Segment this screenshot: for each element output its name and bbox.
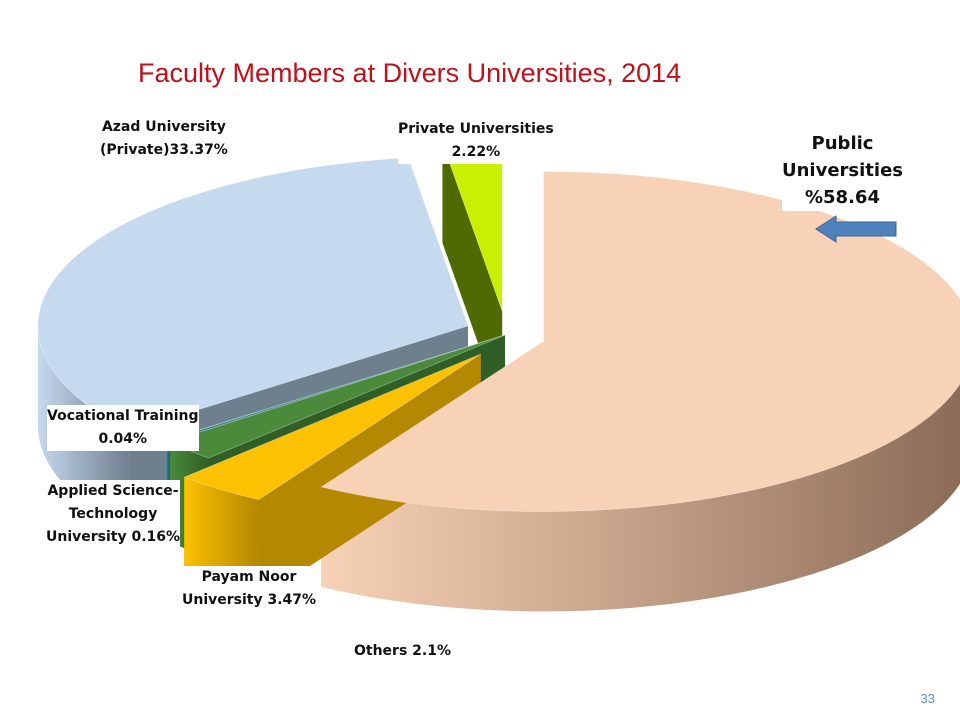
label-azad: Azad University (Private)33.37%: [100, 116, 228, 162]
label-applied-science: Applied Science- Technology University 0…: [46, 480, 181, 549]
pointer-arrow-icon: [815, 215, 897, 243]
slice-public: [320, 171, 960, 512]
chart-title: Faculty Members at Divers Universities, …: [138, 58, 682, 88]
label-payam-noor: Payam Noor University 3.47%: [182, 566, 317, 612]
slice-azad: [37, 157, 469, 432]
label-private: Private Universities 2.22%: [398, 118, 554, 164]
label-vocational: Vocational Training 0.04%: [47, 405, 199, 451]
label-others: Others 2.1%: [354, 643, 451, 659]
label-public: Public Universities %58.64: [782, 130, 903, 211]
page-number: 33: [920, 691, 935, 706]
slice-payam_noor: [183, 353, 481, 501]
